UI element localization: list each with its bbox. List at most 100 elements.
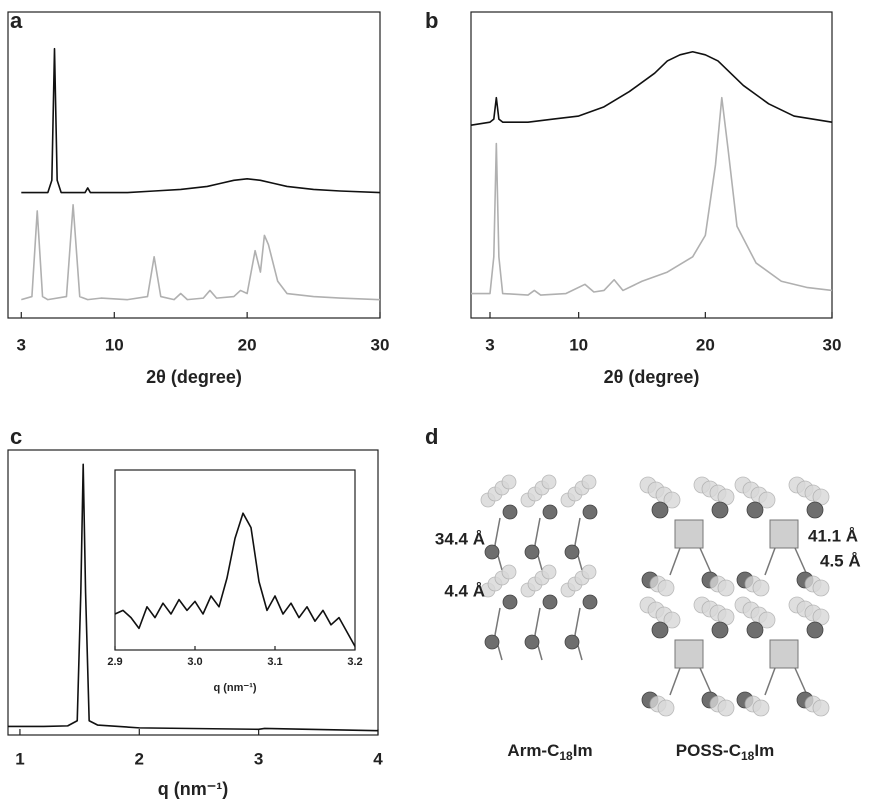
atom-sphere [758, 491, 776, 509]
data-line [8, 463, 379, 732]
atom-sphere [542, 594, 558, 610]
x-axis-label: 2θ (degree) [604, 367, 700, 387]
panel-label: c [10, 424, 22, 449]
plot-frame [7, 449, 379, 736]
atom-sphere [717, 579, 735, 597]
name-part: POSS-C [676, 741, 741, 760]
atom-sphere [524, 634, 540, 650]
poss-cage [674, 639, 704, 669]
compound-name: Arm-C18Im [507, 741, 592, 763]
x-tick-label: 3 [17, 335, 26, 354]
atom-sphere [657, 579, 675, 597]
bond [494, 607, 501, 636]
atom-sphere [581, 474, 597, 490]
atom-sphere [484, 544, 500, 560]
panel-label: d [425, 424, 438, 449]
atom-sphere [746, 501, 764, 519]
name-part: Im [573, 741, 593, 760]
bond [794, 667, 808, 696]
bond [534, 607, 541, 636]
atom-sphere [812, 699, 830, 717]
atom-sphere [524, 544, 540, 560]
atom-sphere [564, 634, 580, 650]
panel-label: a [10, 8, 23, 33]
compound-name: POSS-C18Im [676, 741, 774, 763]
x-tick-label: 20 [238, 335, 257, 354]
data-line [471, 96, 833, 296]
atom-sphere [564, 544, 580, 560]
x-tick-label: 4 [373, 749, 383, 768]
x-tick-label: 1 [15, 749, 24, 768]
data-line [21, 203, 381, 301]
spacing-label: 4.5 Å [820, 551, 861, 570]
atom-sphere [758, 611, 776, 629]
atom-sphere [746, 621, 764, 639]
atom-sphere [806, 621, 824, 639]
x-tick-label: 3.1 [267, 656, 282, 668]
bond [699, 667, 713, 696]
bond [669, 667, 681, 696]
atom-sphere [581, 564, 597, 580]
x-tick-label: 30 [823, 335, 842, 354]
plot-frame [7, 11, 381, 319]
atom-sphere [502, 594, 518, 610]
panel-label: b [425, 8, 438, 33]
atom-sphere [752, 699, 770, 717]
x-tick-label: 2.9 [107, 656, 122, 668]
x-tick-label: 3 [485, 335, 494, 354]
x-tick-label: 3.2 [347, 656, 362, 668]
bond [764, 667, 776, 696]
atom-sphere [651, 621, 669, 639]
atom-sphere [663, 491, 681, 509]
x-tick-label: 2 [135, 749, 144, 768]
atom-sphere [651, 501, 669, 519]
atom-sphere [582, 504, 598, 520]
name-sub: 18 [559, 749, 573, 763]
x-tick-label: 20 [696, 335, 715, 354]
atom-sphere [812, 579, 830, 597]
x-tick-label: 10 [569, 335, 588, 354]
atom-sphere [541, 474, 557, 490]
spacing-label: 41.1 Å [808, 526, 858, 545]
atom-sphere [484, 634, 500, 650]
atom-sphere [717, 699, 735, 717]
atom-sphere [711, 621, 729, 639]
name-part: Im [754, 741, 774, 760]
inset-frame [114, 469, 356, 651]
data-line [470, 50, 833, 127]
bond [574, 607, 581, 636]
atom-sphere [806, 501, 824, 519]
x-axis-label: 2θ (degree) [146, 367, 242, 387]
bond [699, 547, 713, 576]
x-axis-label: q (nm⁻¹) [213, 682, 256, 694]
poss-cage [769, 519, 799, 549]
bond [494, 517, 501, 546]
atom-sphere [663, 611, 681, 629]
atom-sphere [752, 579, 770, 597]
bond [574, 517, 581, 546]
data-line [21, 47, 381, 194]
name-sub: 18 [741, 749, 755, 763]
poss-cage [674, 519, 704, 549]
molecular-illustration [480, 474, 830, 717]
plot-frame [470, 11, 833, 319]
x-tick-label: 3 [254, 749, 263, 768]
name-part: Arm-C [507, 741, 559, 760]
atom-sphere [711, 501, 729, 519]
data-line [114, 512, 356, 647]
x-tick-label: 30 [371, 335, 390, 354]
spacing-label: 34.4 Å [435, 529, 485, 548]
x-tick-label: 10 [105, 335, 124, 354]
atom-sphere [502, 504, 518, 520]
atom-sphere [501, 474, 517, 490]
atom-sphere [501, 564, 517, 580]
poss-cage [769, 639, 799, 669]
atom-sphere [542, 504, 558, 520]
bond [534, 517, 541, 546]
bond [794, 547, 808, 576]
spacing-label: 4.4 Å [444, 581, 485, 600]
atom-sphere [582, 594, 598, 610]
x-tick-label: 3.0 [187, 656, 202, 668]
x-axis-label: q (nm⁻¹) [158, 779, 228, 799]
